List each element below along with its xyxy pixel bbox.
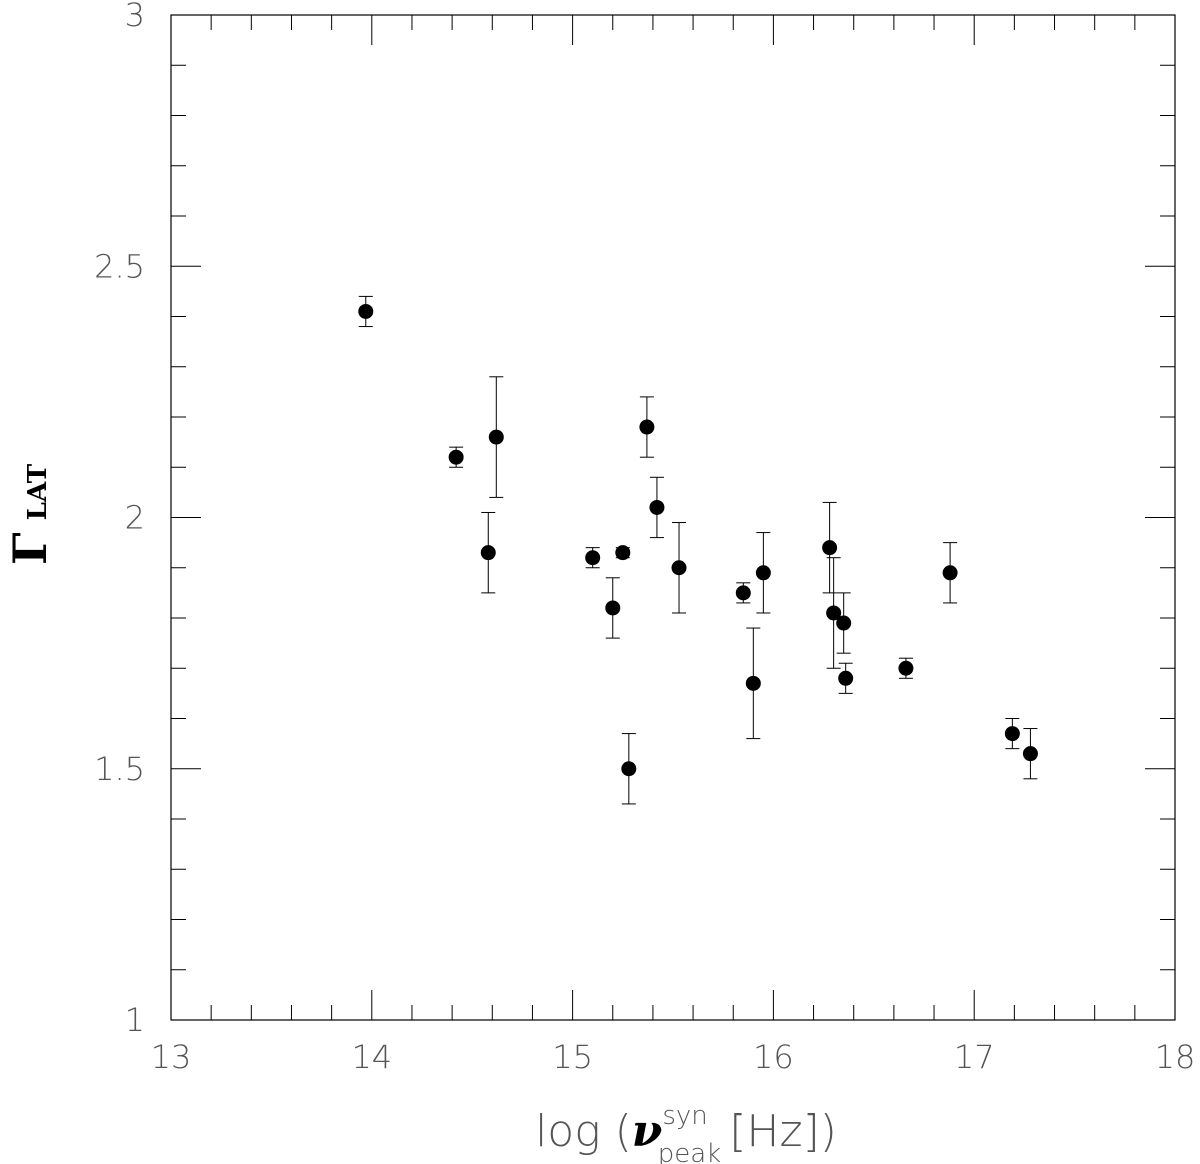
data-marker — [488, 429, 504, 445]
y-tick-label: 2.5 — [94, 247, 145, 285]
y-tick-label: 3 — [125, 0, 145, 34]
data-point — [488, 376, 504, 498]
data-point — [671, 522, 687, 614]
x-tick-labels: 13 14 15 16 17 18 — [151, 1038, 1196, 1076]
x-axis-label-superscript: syn — [662, 1101, 707, 1131]
y-axis-label-symbol: Γ — [3, 532, 57, 565]
data-point — [898, 657, 914, 679]
data-point — [755, 532, 771, 614]
data-marker — [755, 565, 771, 581]
data-point — [822, 501, 838, 594]
x-axis-label-unit: [Hz]) — [729, 1106, 837, 1157]
data-point — [1004, 718, 1020, 750]
y-tick-label: 2 — [125, 499, 145, 537]
data-marker — [621, 761, 637, 777]
data-marker — [838, 670, 854, 686]
plot-frame — [170, 14, 1176, 1021]
x-tick-label: 14 — [351, 1038, 392, 1076]
data-marker — [358, 303, 374, 319]
data-point — [836, 592, 852, 654]
data-marker — [898, 660, 914, 676]
y-tick-labels: 1 1.5 2 2.5 3 — [94, 0, 145, 1039]
data-marker — [585, 550, 601, 566]
data-marker — [1004, 726, 1020, 742]
data-marker — [745, 675, 761, 691]
x-tick-label: 18 — [1155, 1038, 1196, 1076]
data-marker — [942, 565, 958, 581]
x-tick-label: 15 — [552, 1038, 593, 1076]
x-axis-label-symbol: ν — [632, 1106, 663, 1157]
data-marker — [836, 615, 852, 631]
x-tick-label: 16 — [753, 1038, 794, 1076]
data-marker — [615, 545, 631, 561]
data-point — [1022, 728, 1038, 780]
x-axis-label: log (νsyn peak [Hz]) — [535, 1101, 837, 1164]
data-point — [735, 582, 751, 604]
data-point — [942, 542, 958, 604]
data-point — [621, 733, 637, 805]
y-axis-label-subscript: LAT — [23, 463, 53, 520]
data-marker — [671, 560, 687, 576]
data-point — [649, 476, 665, 539]
data-point — [358, 295, 374, 328]
data-point — [480, 511, 496, 594]
y-axis-label: Γ LAT — [3, 463, 57, 565]
data-points — [358, 295, 1038, 805]
data-marker — [448, 449, 464, 465]
x-tick-label: 13 — [151, 1038, 192, 1076]
y-tick-label: 1 — [125, 1001, 145, 1039]
data-point — [838, 662, 854, 694]
data-marker — [605, 600, 621, 616]
data-marker — [822, 540, 838, 556]
data-point — [826, 557, 842, 669]
data-marker — [649, 499, 665, 515]
data-point — [615, 545, 631, 561]
x-tick-label: 17 — [954, 1038, 995, 1076]
axis-ticks — [170, 14, 1176, 1021]
data-marker — [480, 545, 496, 561]
data-marker — [826, 605, 842, 621]
data-point — [745, 627, 761, 740]
y-tick-label: 1.5 — [94, 750, 145, 788]
data-point — [605, 577, 621, 639]
data-point — [448, 446, 464, 468]
x-axis-label-prefix: log ( — [535, 1106, 632, 1157]
x-axis-label-subscript: peak — [658, 1139, 722, 1164]
data-marker — [735, 585, 751, 601]
data-marker — [1022, 746, 1038, 762]
data-point — [585, 547, 601, 569]
data-point — [639, 396, 655, 458]
data-marker — [639, 419, 655, 435]
